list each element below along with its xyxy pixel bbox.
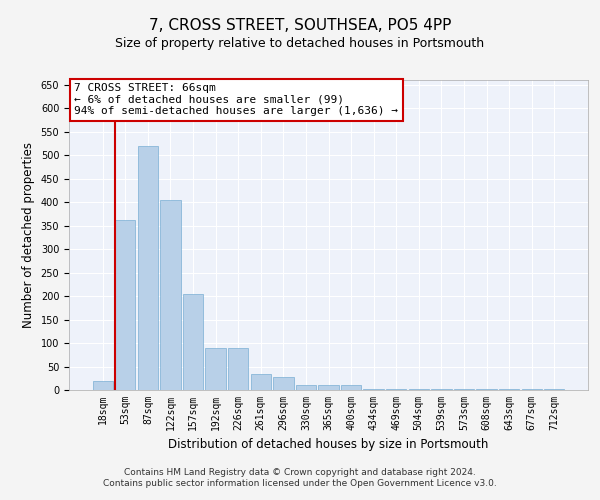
Bar [92, 380, 113, 390]
Text: Contains HM Land Registry data © Crown copyright and database right 2024.
Contai: Contains HM Land Registry data © Crown c… [103, 468, 497, 487]
Bar [386, 389, 406, 390]
Bar [521, 389, 542, 390]
Bar [476, 389, 497, 390]
Bar [251, 374, 271, 390]
Bar [183, 294, 203, 390]
Bar [431, 389, 452, 390]
Text: 7, CROSS STREET, SOUTHSEA, PO5 4PP: 7, CROSS STREET, SOUTHSEA, PO5 4PP [149, 18, 451, 32]
Bar [341, 386, 361, 390]
Bar [273, 377, 293, 390]
Text: 7 CROSS STREET: 66sqm
← 6% of detached houses are smaller (99)
94% of semi-detac: 7 CROSS STREET: 66sqm ← 6% of detached h… [74, 83, 398, 116]
Text: Size of property relative to detached houses in Portsmouth: Size of property relative to detached ho… [115, 38, 485, 51]
Bar [138, 146, 158, 390]
Bar [544, 389, 565, 390]
Y-axis label: Number of detached properties: Number of detached properties [22, 142, 35, 328]
Bar [115, 220, 136, 390]
Bar [409, 389, 429, 390]
Bar [454, 389, 474, 390]
Bar [228, 348, 248, 390]
Bar [160, 200, 181, 390]
Bar [319, 386, 338, 390]
Bar [364, 389, 384, 390]
Bar [205, 348, 226, 390]
Bar [499, 389, 519, 390]
Bar [296, 386, 316, 390]
X-axis label: Distribution of detached houses by size in Portsmouth: Distribution of detached houses by size … [169, 438, 488, 452]
